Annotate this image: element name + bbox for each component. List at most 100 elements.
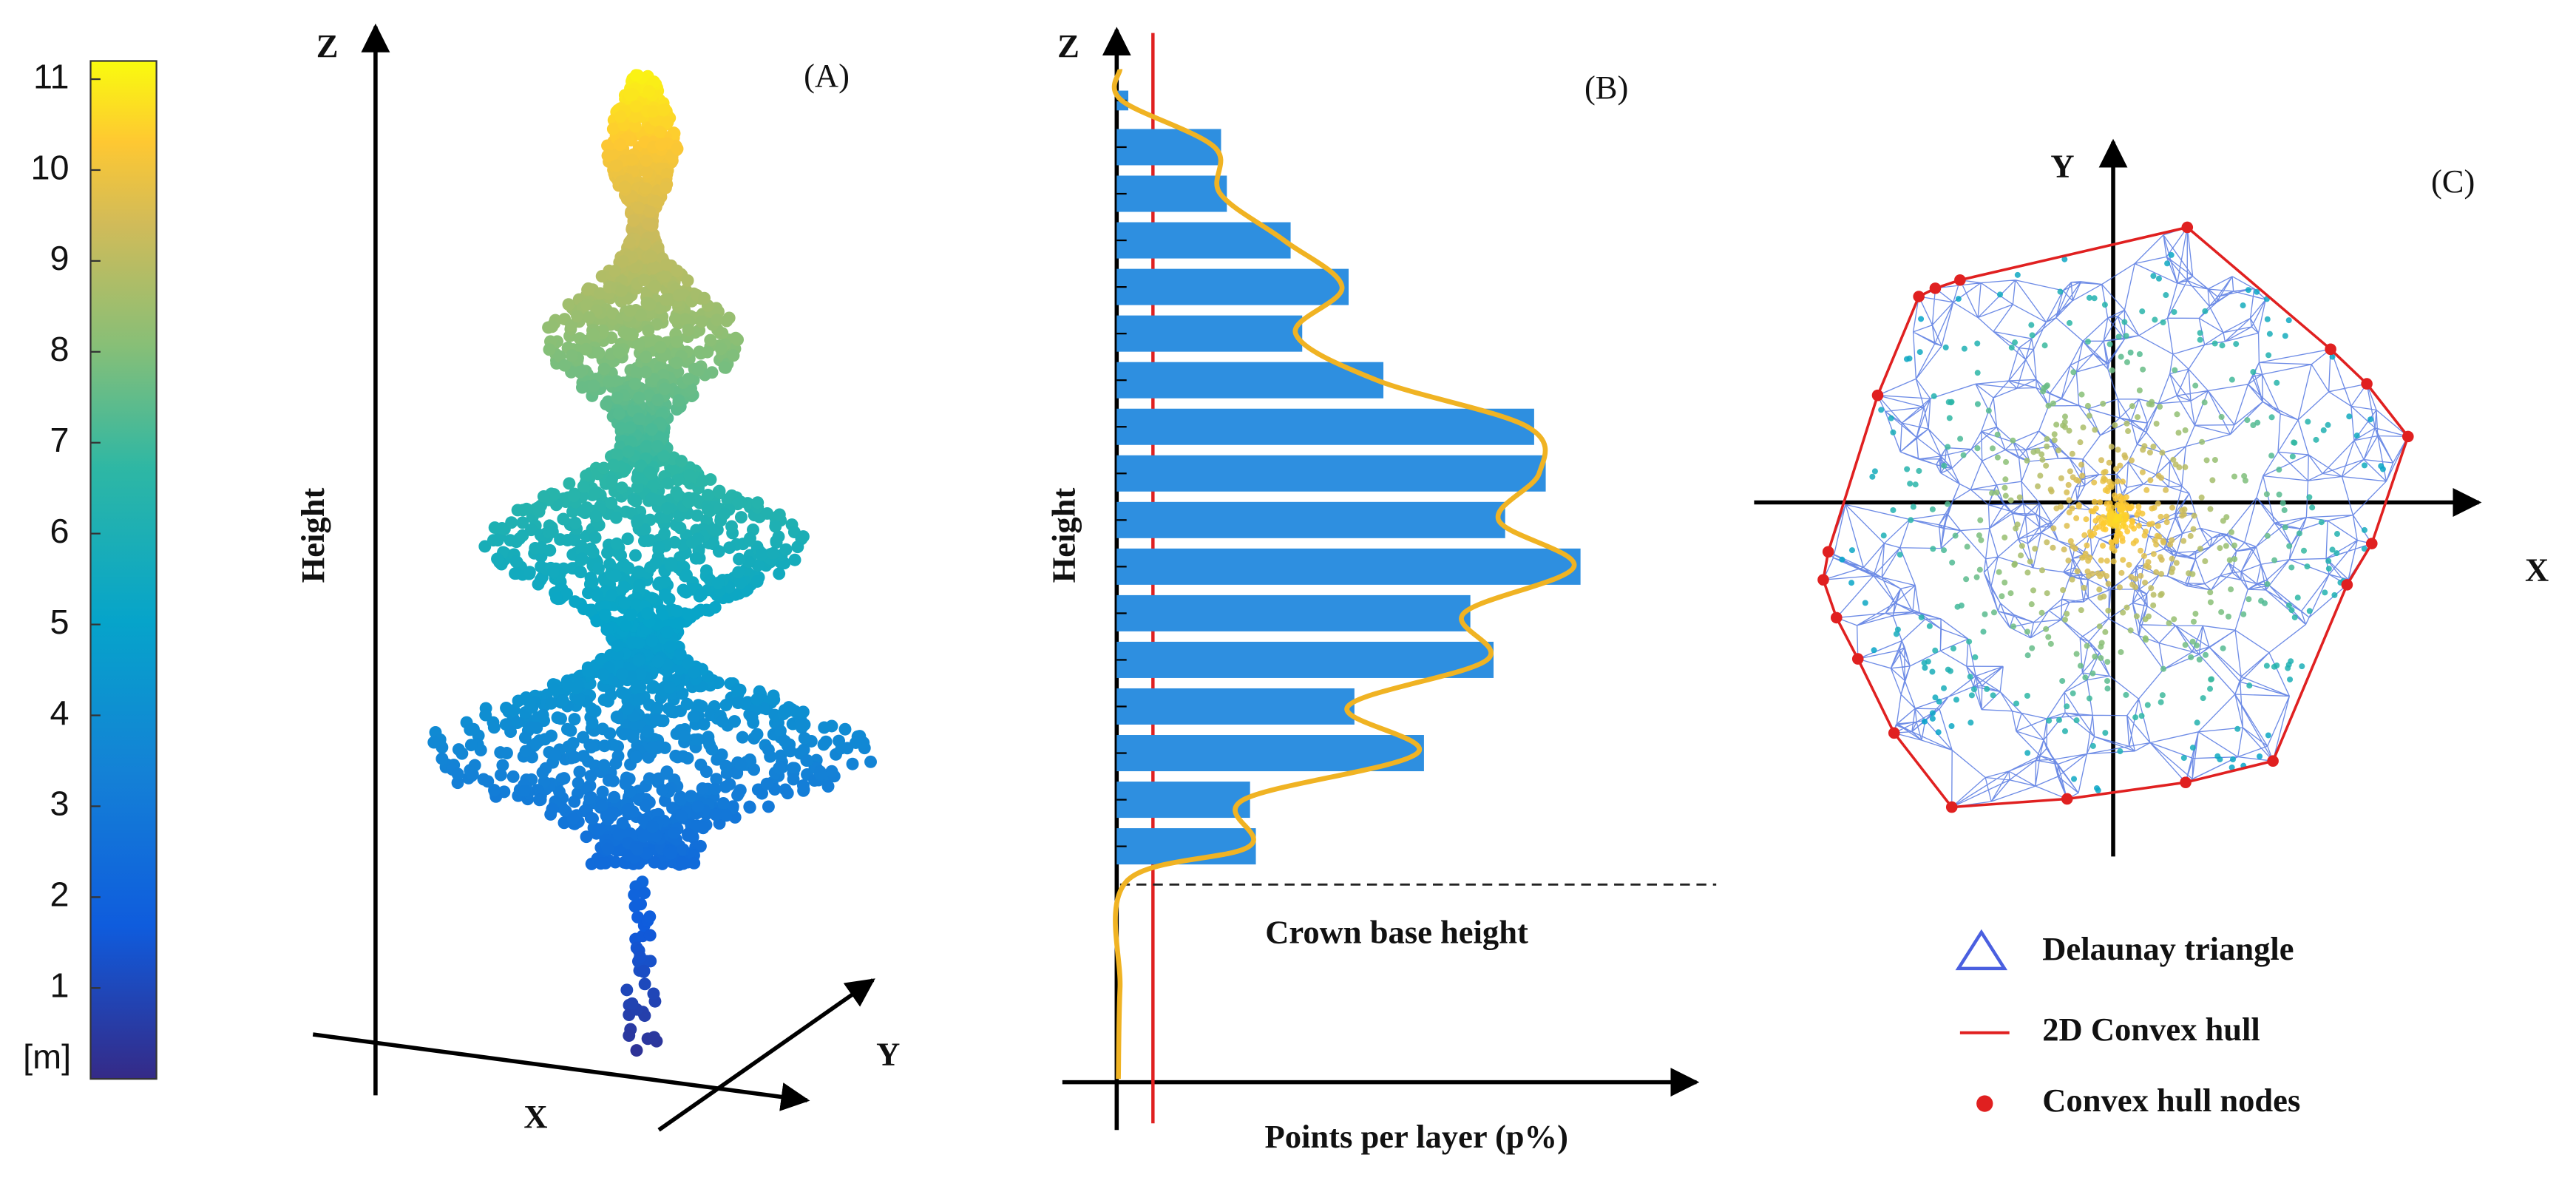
point xyxy=(2061,728,2069,734)
point xyxy=(2142,635,2149,642)
point xyxy=(2113,522,2120,529)
point xyxy=(2120,609,2126,616)
point xyxy=(2118,569,2125,576)
point xyxy=(726,800,739,813)
point xyxy=(2228,586,2234,593)
point xyxy=(645,250,658,263)
point xyxy=(452,743,465,756)
point xyxy=(2013,700,2020,707)
point xyxy=(2102,730,2109,736)
point xyxy=(2091,498,2098,505)
point xyxy=(1918,316,1925,322)
point xyxy=(704,333,717,347)
point xyxy=(2104,685,2111,692)
point xyxy=(609,756,623,770)
point xyxy=(2055,716,2062,723)
point xyxy=(645,592,658,605)
point xyxy=(2142,579,2149,586)
point xyxy=(1926,623,1933,629)
point xyxy=(1945,444,1951,450)
x-label: Points per layer (p%) xyxy=(1265,1118,1568,1155)
bar xyxy=(1116,268,1349,305)
point xyxy=(2024,628,2030,635)
point xyxy=(634,668,647,681)
point xyxy=(680,697,694,711)
point xyxy=(2019,543,2025,549)
point xyxy=(658,382,671,396)
point xyxy=(2112,537,2119,543)
point xyxy=(2276,467,2282,473)
point xyxy=(864,755,877,768)
point xyxy=(2041,342,2048,349)
point xyxy=(1890,429,1897,436)
point xyxy=(573,365,586,379)
point xyxy=(739,697,752,711)
point xyxy=(639,799,652,813)
point xyxy=(673,489,686,503)
point xyxy=(733,577,747,590)
point xyxy=(643,298,657,311)
point xyxy=(2271,663,2277,670)
point xyxy=(649,557,662,570)
point xyxy=(575,552,589,566)
point xyxy=(568,795,581,808)
point xyxy=(2189,638,2196,645)
point xyxy=(2012,339,2019,346)
point xyxy=(1960,452,1967,458)
point xyxy=(487,534,500,547)
bar xyxy=(1116,735,1424,772)
point xyxy=(2172,367,2178,373)
point xyxy=(583,792,597,805)
point xyxy=(2200,695,2206,702)
point xyxy=(561,534,574,546)
point xyxy=(614,138,627,152)
point xyxy=(708,600,722,614)
point xyxy=(640,607,654,620)
point xyxy=(2186,570,2192,577)
point xyxy=(671,264,684,277)
hull-node xyxy=(2180,776,2192,788)
x-axis xyxy=(312,1032,810,1111)
point xyxy=(677,857,690,870)
point xyxy=(2075,504,2082,510)
point xyxy=(718,361,731,374)
point xyxy=(1980,628,1987,635)
point xyxy=(1989,489,1996,496)
point xyxy=(2294,594,2301,601)
point xyxy=(1993,489,2000,496)
point xyxy=(626,997,639,1010)
point xyxy=(2240,302,2246,309)
point xyxy=(633,579,646,592)
point xyxy=(2024,692,2030,699)
point xyxy=(2285,317,2292,324)
point xyxy=(509,567,522,580)
point xyxy=(2109,367,2115,373)
point xyxy=(2112,495,2119,502)
hull-node xyxy=(1851,653,1864,665)
point xyxy=(648,855,661,869)
point xyxy=(2003,458,2010,465)
point xyxy=(743,800,756,813)
point xyxy=(2108,444,2115,450)
point xyxy=(715,748,728,762)
point xyxy=(2081,584,2087,591)
point xyxy=(643,910,657,924)
point xyxy=(801,754,814,767)
convex-hull xyxy=(1822,226,2410,809)
point xyxy=(2098,654,2104,662)
point xyxy=(2100,521,2106,527)
point xyxy=(733,552,745,566)
point xyxy=(2061,256,2068,262)
point xyxy=(568,713,581,726)
point xyxy=(660,765,674,779)
point xyxy=(2144,702,2151,708)
bar xyxy=(1116,455,1546,492)
point xyxy=(597,461,611,475)
point xyxy=(2073,476,2080,483)
point xyxy=(643,772,656,785)
point xyxy=(2304,563,2311,570)
point xyxy=(1953,697,1959,703)
point xyxy=(1954,603,1961,610)
point xyxy=(488,784,501,797)
point xyxy=(656,609,669,622)
